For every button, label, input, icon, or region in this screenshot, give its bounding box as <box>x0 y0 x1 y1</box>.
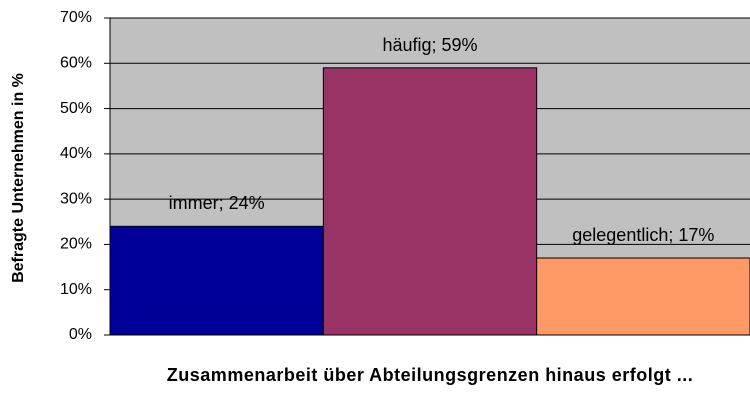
bar <box>109 225 324 336</box>
y-tick-label: 0% <box>69 326 92 343</box>
y-tick-label: 50% <box>60 100 92 117</box>
data-label: gelegentlich; 17% <box>572 225 715 246</box>
y-tick-label: 70% <box>60 9 92 26</box>
y-tick-label: 60% <box>60 55 92 72</box>
y-tick-label: 10% <box>60 281 92 298</box>
bar <box>322 67 538 336</box>
y-tick-label: 20% <box>60 236 92 253</box>
data-label: immer; 24% <box>168 193 265 214</box>
bar <box>536 257 750 336</box>
data-label: häufig; 59% <box>382 34 478 55</box>
y-axis-title: Befragte Unternehmen in % <box>10 73 27 283</box>
y-tick-label: 40% <box>60 145 92 162</box>
y-tick-label: 30% <box>60 190 92 207</box>
x-axis-title: Zusammenarbeit über Abteilungsgrenzen hi… <box>166 365 694 385</box>
